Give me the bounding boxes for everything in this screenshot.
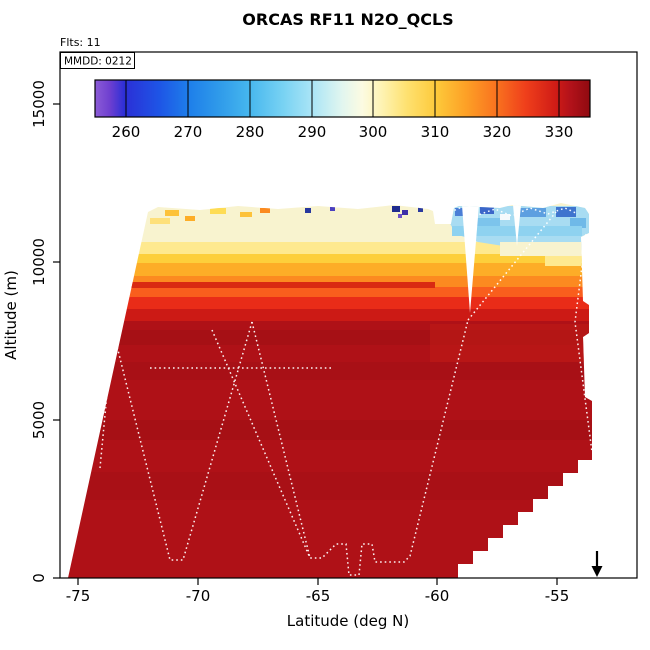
colorbar-tick-label: 300 xyxy=(359,123,388,141)
band-red xyxy=(68,309,592,321)
yellow-fleck xyxy=(210,208,226,214)
x-tick-label: -70 xyxy=(186,587,211,605)
x-tick-label: -75 xyxy=(66,587,91,605)
band-red-orange xyxy=(68,287,592,297)
shade-streak xyxy=(60,472,640,500)
x-axis-ticks xyxy=(77,578,558,585)
blue-patch xyxy=(570,218,586,228)
y-axis-title: Altitude (m) xyxy=(2,270,20,360)
flts-label: Flts: 11 xyxy=(60,36,101,49)
orange-fleck xyxy=(185,216,195,221)
shade-streak xyxy=(430,324,590,362)
colorbar-tick-label: 320 xyxy=(483,123,512,141)
band-yellow xyxy=(68,254,592,263)
red-streak xyxy=(125,282,435,288)
y-tick-label: 0 xyxy=(30,573,48,583)
y-tick-label: 5000 xyxy=(30,401,48,439)
blue-patch xyxy=(556,207,576,217)
band-bright-red xyxy=(68,297,592,309)
yellow-fleck xyxy=(240,212,252,217)
x-tick-label: -55 xyxy=(545,587,570,605)
colorbar-tick-label: 280 xyxy=(236,123,265,141)
colorbar xyxy=(94,79,591,118)
band-orange xyxy=(68,276,592,287)
navy-speck xyxy=(392,206,400,212)
colorbar-tick-label: 330 xyxy=(545,123,574,141)
data-gap-notch xyxy=(462,205,479,313)
navy-speck xyxy=(330,207,335,211)
navy-speck xyxy=(402,210,408,215)
yellow-fleck xyxy=(165,210,179,216)
band-amber xyxy=(68,263,592,276)
navy-speck xyxy=(418,207,423,212)
blue-patch xyxy=(520,208,546,217)
colorbar-tick-label: 260 xyxy=(112,123,141,141)
mmdd-box xyxy=(60,52,135,69)
y-tick-label: 15000 xyxy=(30,80,48,128)
y-axis-ticks xyxy=(53,103,60,579)
flight-track-segment xyxy=(574,233,592,453)
band-pale-yellow xyxy=(68,242,592,254)
flight-track-segment xyxy=(445,206,579,217)
flight-track-segment xyxy=(467,211,557,321)
x-axis-title: Latitude (deg N) xyxy=(287,612,409,630)
pale-yellow-patch-right xyxy=(545,256,590,266)
cream-patch-right xyxy=(500,242,590,256)
shade-streak xyxy=(68,362,592,380)
curtain-plot xyxy=(60,203,640,578)
blue-patch xyxy=(470,218,500,226)
white-gap xyxy=(500,214,510,220)
flight-track-segment xyxy=(251,321,311,559)
x-tick-label: -60 xyxy=(425,587,450,605)
flight-track-segment xyxy=(211,319,469,576)
colorbar-tick-label: 310 xyxy=(421,123,450,141)
shade-streak xyxy=(68,420,592,440)
x-tick-label: -65 xyxy=(306,587,331,605)
mmdd-label: MMDD: 0212 xyxy=(64,56,132,68)
colorbar-tick-label: 290 xyxy=(298,123,327,141)
purple-speck xyxy=(398,214,402,218)
y-tick-label: 10000 xyxy=(30,238,48,286)
navy-speck xyxy=(305,208,311,213)
colorbar-tick-label: 270 xyxy=(174,123,203,141)
plot-title: ORCAS RF11 N2O_QCLS xyxy=(242,10,453,29)
orange-fleck xyxy=(260,208,270,213)
down-arrow-icon xyxy=(591,551,603,577)
colorbar-tick-lines xyxy=(125,80,560,117)
yellow-fleck xyxy=(150,218,170,224)
plot-frame xyxy=(59,51,638,579)
blue-patch xyxy=(480,207,494,214)
